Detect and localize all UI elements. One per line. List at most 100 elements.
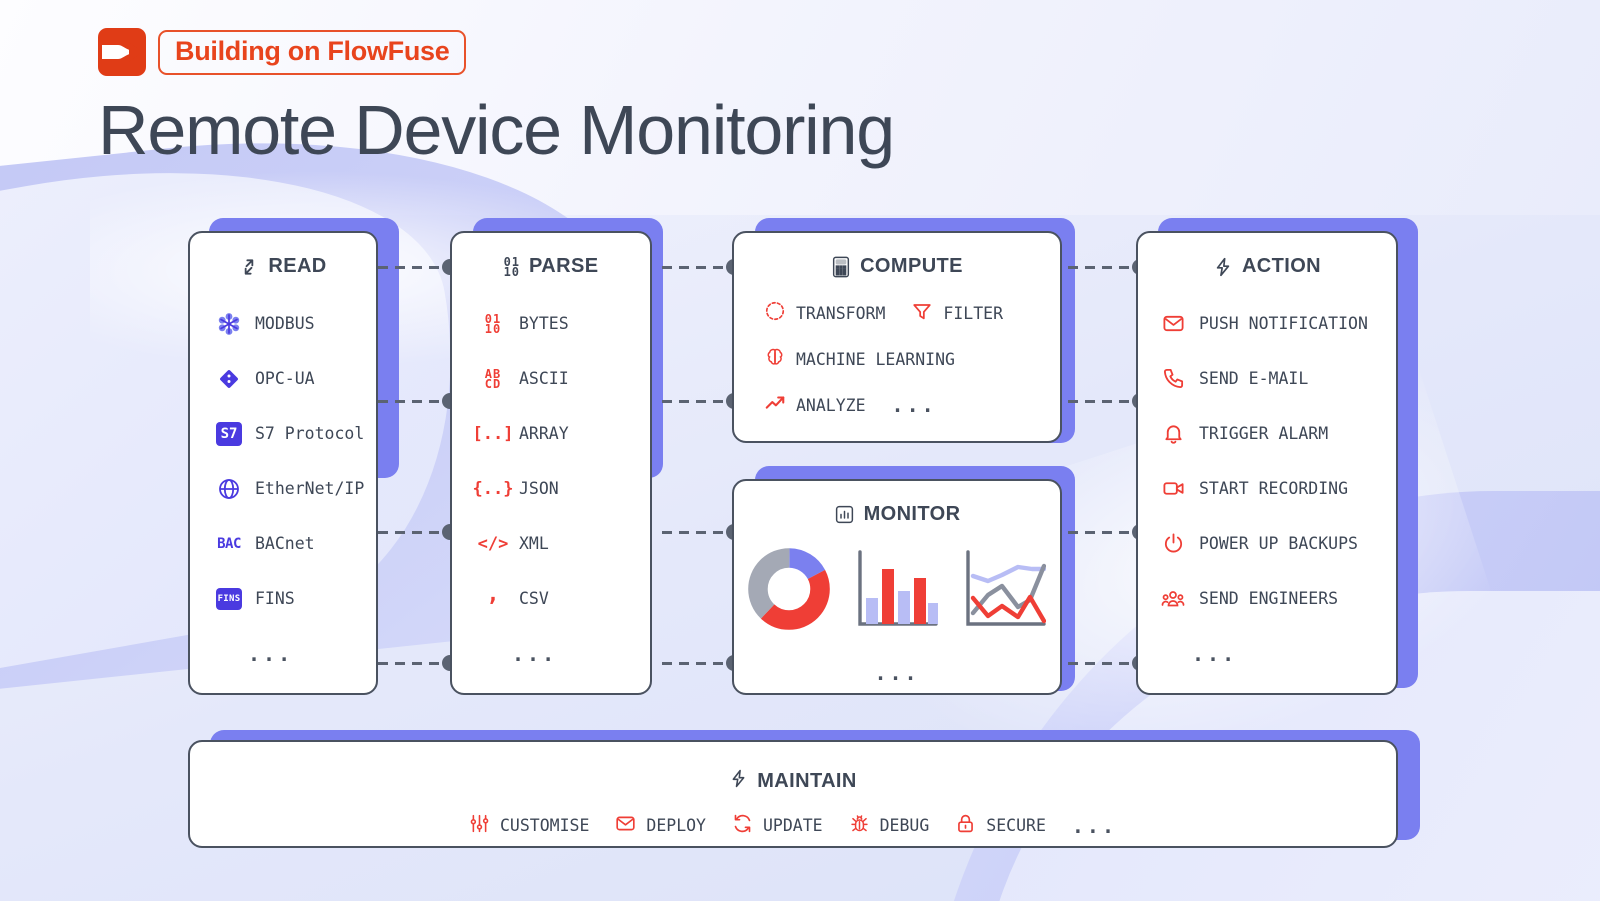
list-item-label: DEPLOY [646, 816, 706, 835]
bell-icon [1160, 421, 1186, 447]
envelope-icon [615, 813, 636, 838]
card-action-items: PUSH NOTIFICATION SEND E-MAIL TRIGG [1138, 278, 1396, 681]
list-item-label: CUSTOMISE [499, 816, 590, 835]
card-monitor-title: MONITOR [863, 503, 961, 525]
list-item-array[interactable]: [..] ARRAY [473, 406, 650, 461]
card-action-title: ACTION [1241, 255, 1322, 277]
card-parse[interactable]: 01 10 PARSE 01 10 BYTES AB CD ASCII [..] AR… [450, 231, 652, 695]
csv-comma-icon: , [486, 582, 500, 607]
list-item-csv[interactable]: , CSV [480, 571, 650, 626]
list-item-secure[interactable]: SECURE [955, 813, 1046, 838]
transform-icon [764, 300, 786, 326]
list-item-label: UPDATE [763, 816, 823, 835]
card-compute[interactable]: COMPUTE TRANSFORM [732, 231, 1062, 443]
lightning-bolt-icon [1213, 256, 1233, 278]
lightning-bolt-icon [729, 768, 748, 795]
card-monitor[interactable]: MONITOR [732, 479, 1062, 695]
list-item-label: SEND E-MAIL [1199, 369, 1309, 388]
ellipsis-icon: ... [1192, 641, 1238, 666]
list-item-send-email[interactable]: SEND E-MAIL [1160, 351, 1396, 406]
modbus-asterisk-icon [216, 311, 242, 337]
bacnet-badge-text: BAC [217, 535, 241, 552]
sliders-icon [469, 813, 490, 838]
list-item-label: START RECORDING [1199, 479, 1349, 498]
card-maintain-header: MAINTAIN [190, 742, 1396, 795]
ascii-abcd-icon: AB CD [480, 366, 506, 392]
list-item-deploy[interactable]: DEPLOY [615, 813, 706, 838]
compute-row-3: ANALYZE ... [764, 392, 1060, 418]
list-item-send-engineers[interactable]: SEND ENGINEERS [1160, 571, 1396, 626]
bacnet-icon: BAC [216, 531, 242, 557]
power-icon [1160, 531, 1186, 557]
json-braces-icon: {..} [472, 478, 514, 499]
list-item-machine-learning[interactable]: MACHINE LEARNING [764, 346, 955, 372]
brand-pill: Building on FlowFuse [158, 29, 467, 75]
list-item-modbus[interactable]: MODBUS [216, 296, 376, 351]
ellipsis-icon: ... [874, 661, 920, 685]
list-item-debug[interactable]: DEBUG [849, 813, 929, 838]
card-read[interactable]: READ MODBUS [188, 231, 378, 695]
list-item-label: XML [519, 534, 549, 553]
list-item-s7-protocol[interactable]: S7 S7 Protocol [216, 406, 376, 461]
list-item-label: S7 Protocol [255, 424, 365, 443]
flowfuse-logo-icon [98, 28, 146, 76]
list-item-label: PUSH NOTIFICATION [1199, 314, 1368, 333]
list-item-label: BYTES [519, 314, 569, 333]
fins-badge-text: FINS [216, 587, 242, 610]
list-item-update[interactable]: UPDATE [732, 813, 823, 838]
bidirectional-arrow-icon [239, 257, 259, 277]
binary-0110-icon: 01 10 [503, 254, 521, 279]
bar-chart-icon [856, 550, 938, 635]
ascii-top: AB [484, 366, 502, 381]
s7-badge-icon: S7 [216, 421, 242, 447]
ellipsis-icon: ... [512, 641, 558, 666]
list-item-push-notification[interactable]: PUSH NOTIFICATION [1160, 296, 1396, 351]
list-item-analyze[interactable]: ANALYZE [764, 392, 866, 418]
card-maintain-title: MAINTAIN [757, 770, 857, 792]
ellipsis-icon: ... [891, 393, 937, 417]
page-title: Remote Device Monitoring [98, 91, 895, 169]
card-action[interactable]: ACTION PUSH NOTIFICATION SEND E-MAIL [1136, 231, 1398, 695]
list-item-ascii[interactable]: AB CD ASCII [480, 351, 650, 406]
list-item-bacnet[interactable]: BAC BACnet [216, 516, 376, 571]
list-item-start-recording[interactable]: START RECORDING [1160, 461, 1396, 516]
list-item-label: OPC-UA [255, 369, 315, 388]
binary-top: 01 [484, 311, 502, 326]
list-item-customise[interactable]: CUSTOMISE [469, 813, 589, 838]
donut-chart-icon [748, 548, 830, 635]
list-item-ethernet-ip[interactable]: EtherNet/IP [216, 461, 376, 516]
list-item-label: MODBUS [255, 314, 315, 333]
list-item-label: SEND ENGINEERS [1199, 589, 1339, 608]
bug-icon [849, 813, 870, 838]
list-item-label: BACnet [255, 534, 315, 553]
monitor-charts [734, 526, 1060, 635]
list-item-label: ARRAY [519, 424, 569, 443]
list-item-xml[interactable]: </> XML [477, 516, 650, 571]
video-camera-icon [1160, 476, 1186, 502]
binary-bottom: 10 [503, 264, 521, 279]
list-item-trigger-alarm[interactable]: TRIGGER ALARM [1160, 406, 1396, 461]
list-item-power-up-backups[interactable]: POWER UP BACKUPS [1160, 516, 1396, 571]
card-maintain[interactable]: MAINTAIN CUSTOMISE [188, 740, 1398, 848]
list-item-label: MACHINE LEARNING [796, 349, 955, 369]
card-maintain-items: CUSTOMISE DEPLOY UPDATE [190, 795, 1396, 838]
list-item-more: ... [480, 626, 650, 681]
list-item-transform[interactable]: TRANSFORM [764, 300, 885, 326]
ellipsis-icon: ... [1071, 813, 1118, 838]
list-item-more: ... [1160, 626, 1396, 681]
binary-0110-icon: 01 10 [480, 311, 506, 337]
card-read-items: MODBUS OPC-UA S7 S7 Protocol [190, 278, 376, 681]
list-item-opcua[interactable]: OPC-UA [216, 351, 376, 406]
card-monitor-header: MONITOR [734, 481, 1060, 526]
opcua-diamond-icon [216, 366, 242, 392]
xml-tag-icon: </> [477, 533, 509, 554]
list-item-filter[interactable]: FILTER [911, 300, 1003, 326]
list-item-json[interactable]: {..} JSON [472, 461, 650, 516]
list-item-bytes[interactable]: 01 10 BYTES [480, 296, 650, 351]
binary-top: 01 [503, 254, 521, 269]
line-chart-icon [964, 550, 1047, 635]
list-item-fins[interactable]: FINS FINS [216, 571, 376, 626]
brain-icon [764, 346, 786, 372]
brand-row: Building on FlowFuse [98, 28, 894, 76]
